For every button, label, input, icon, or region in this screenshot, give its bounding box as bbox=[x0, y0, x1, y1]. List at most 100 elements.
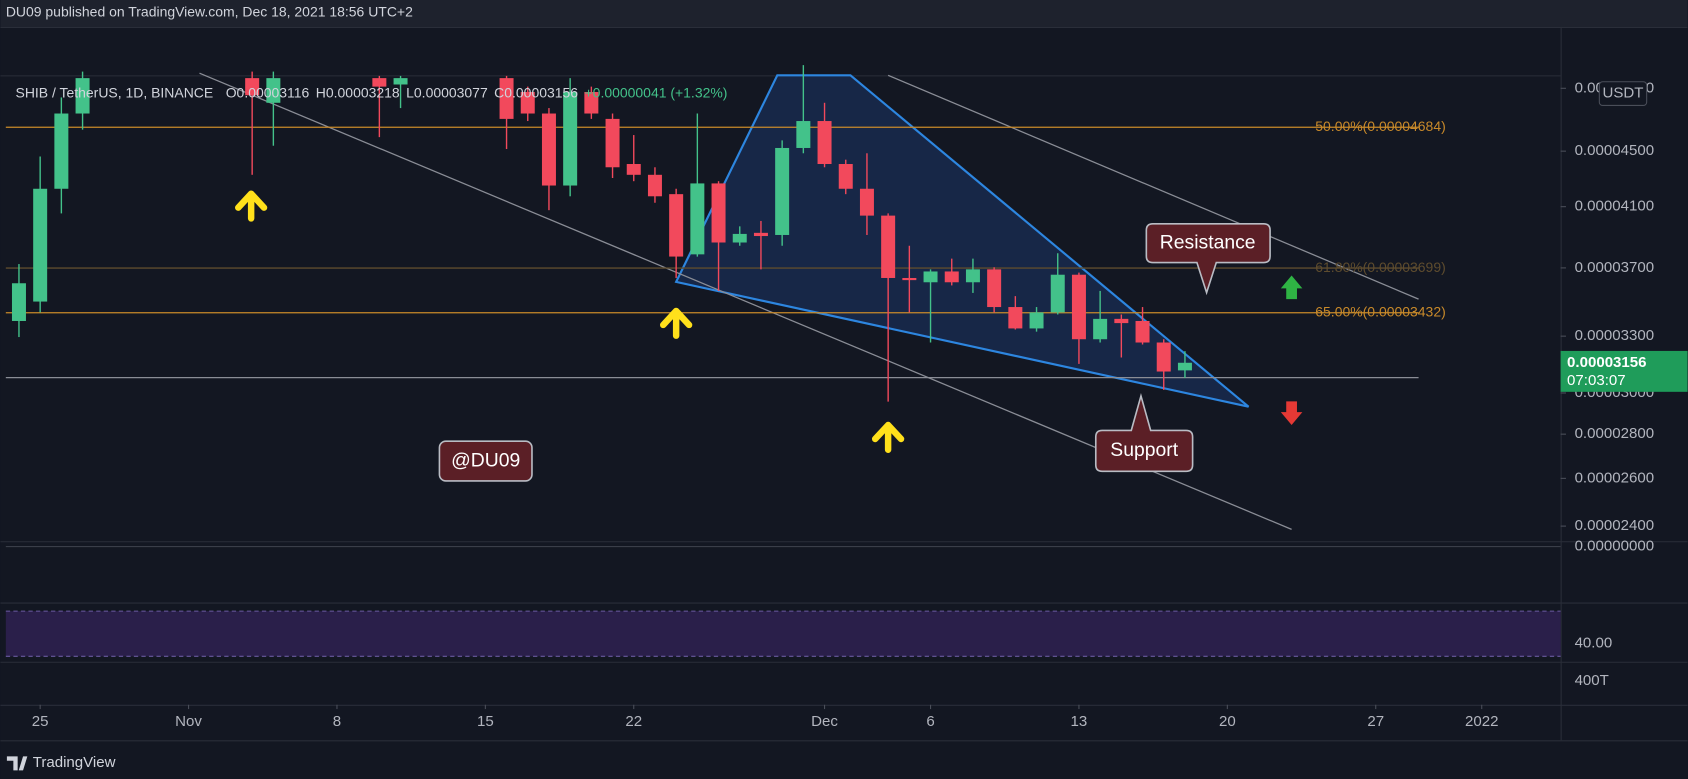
green-arrow bbox=[1280, 275, 1303, 300]
candle-body bbox=[11, 283, 26, 321]
y-tick-label: 0.00002800 bbox=[1575, 425, 1655, 442]
ohlc-value: C0.00003156 bbox=[494, 84, 578, 100]
candles bbox=[11, 65, 1192, 402]
x-tick-label: 25 bbox=[32, 713, 49, 730]
x-axis: 25 Nov 8 15 22 Dec 6 13 20 27 2022 bbox=[32, 704, 1498, 730]
currency-box bbox=[1598, 81, 1648, 106]
candle-body bbox=[499, 78, 514, 119]
candle-body bbox=[881, 215, 896, 278]
candle-body bbox=[859, 188, 874, 216]
y-tick-label: 0.00003300 bbox=[1575, 327, 1655, 344]
candle-body bbox=[75, 78, 90, 114]
candle-body bbox=[775, 147, 790, 235]
symbol: SHIB / TetherUS, 1D, BINANCE bbox=[16, 84, 214, 100]
candle-body bbox=[817, 121, 832, 165]
x-tick-label: Nov bbox=[175, 713, 202, 730]
x-tick-label: 15 bbox=[477, 713, 494, 730]
candle-body bbox=[647, 174, 662, 197]
candle-body bbox=[626, 164, 641, 175]
ohlc-value: +0.00000041 (+1.32%) bbox=[585, 84, 728, 100]
candle-body bbox=[944, 271, 959, 283]
candle-body bbox=[520, 92, 535, 114]
arrow-up bbox=[871, 421, 905, 453]
resistance-label: Resistance bbox=[1160, 231, 1256, 253]
watermark-callout: @DU09 bbox=[438, 440, 533, 482]
price-tag-box bbox=[1560, 350, 1688, 392]
candle-body bbox=[753, 232, 768, 237]
last-price: 0.00003156 bbox=[1567, 354, 1647, 371]
ohlc-value: H0.00003218 bbox=[316, 84, 400, 100]
yellow-arrows bbox=[235, 190, 905, 453]
candle-body bbox=[245, 78, 260, 96]
y-tick-label: 0.00003700 bbox=[1575, 259, 1655, 276]
x-tick-label: 8 bbox=[333, 713, 341, 730]
candle-body bbox=[33, 188, 48, 302]
candle-body bbox=[902, 277, 917, 281]
candle-body bbox=[1050, 274, 1065, 313]
candle-body bbox=[266, 78, 281, 103]
footer: TradingView bbox=[6, 754, 116, 771]
fib-levels: 50.00%(0.00004684) 61.80%(0.00003699) 65.0… bbox=[5, 118, 1446, 319]
x-tick-label: Dec bbox=[811, 713, 838, 730]
candle-body bbox=[965, 269, 980, 283]
candle-body bbox=[838, 164, 853, 189]
y-tick-label: 0.00002600 bbox=[1575, 469, 1655, 486]
candle-body bbox=[1114, 318, 1129, 324]
x-tick-label: 6 bbox=[926, 713, 934, 730]
candle-body bbox=[1135, 320, 1150, 343]
candle-body bbox=[605, 118, 620, 168]
ohlc-value: L0.00003077 bbox=[406, 84, 488, 100]
y-tick-label: 0.00002400 bbox=[1575, 517, 1655, 534]
support-label: Support bbox=[1110, 439, 1178, 461]
y-tick-label: 0.00004100 bbox=[1575, 198, 1655, 215]
fib-label: 50.00%(0.00004684) bbox=[1315, 118, 1445, 134]
macd-label: 0.00000000 bbox=[1575, 538, 1655, 555]
indicator-label: 400T bbox=[1575, 672, 1609, 689]
rsi-band bbox=[5, 611, 1561, 657]
candle-body bbox=[563, 92, 578, 186]
arrow-up bbox=[660, 307, 693, 339]
candle-body bbox=[54, 113, 69, 189]
x-tick-label: 2022 bbox=[1465, 713, 1498, 730]
resistance-callout: Resistance bbox=[1145, 222, 1271, 296]
arrow-up bbox=[235, 190, 268, 222]
red-arrow bbox=[1280, 401, 1303, 426]
countdown: 07:03:07 bbox=[1567, 372, 1626, 389]
candle-body bbox=[1071, 274, 1086, 340]
candle-body bbox=[372, 78, 387, 87]
candle-body bbox=[541, 113, 556, 186]
fib-label: 65.00%(0.00003432) bbox=[1315, 303, 1445, 319]
x-tick-label: 27 bbox=[1367, 713, 1384, 730]
candle-body bbox=[669, 194, 684, 257]
candle-body bbox=[1177, 362, 1192, 371]
top-bar bbox=[0, 0, 1688, 27]
candle-body bbox=[1029, 312, 1044, 329]
published-text: DU09 published on TradingView.com, Dec 1… bbox=[6, 4, 413, 20]
x-tick-label: 22 bbox=[625, 713, 642, 730]
x-tick-label: 20 bbox=[1219, 713, 1236, 730]
ohlc-value: O0.00003116 bbox=[226, 84, 310, 100]
x-tick-label: 13 bbox=[1071, 713, 1088, 730]
rsi-label: 40.00 bbox=[1575, 634, 1613, 651]
brand: TradingView bbox=[33, 754, 116, 771]
y-tick-label: 0.00004500 bbox=[1575, 142, 1655, 159]
candle-body bbox=[987, 269, 1002, 308]
candle-body bbox=[584, 92, 599, 114]
candle-body bbox=[711, 183, 726, 243]
channel-upper bbox=[887, 74, 1419, 300]
candle-body bbox=[1156, 342, 1171, 372]
symbol-line: SHIB / TetherUS, 1D, BINANCE O0.00003116… bbox=[16, 84, 728, 100]
candle-body bbox=[796, 121, 811, 148]
candle-body bbox=[690, 183, 705, 255]
candle-body bbox=[1093, 318, 1108, 340]
watermark-label: @DU09 bbox=[451, 450, 520, 472]
support-callout: Support bbox=[1094, 392, 1194, 473]
brand-logo bbox=[6, 756, 28, 771]
fib-label: 61.80%(0.00003699) bbox=[1315, 259, 1445, 275]
candle-body bbox=[1008, 307, 1023, 329]
candle-body bbox=[923, 271, 938, 283]
candle-body bbox=[393, 78, 408, 85]
candle-body bbox=[732, 233, 747, 243]
